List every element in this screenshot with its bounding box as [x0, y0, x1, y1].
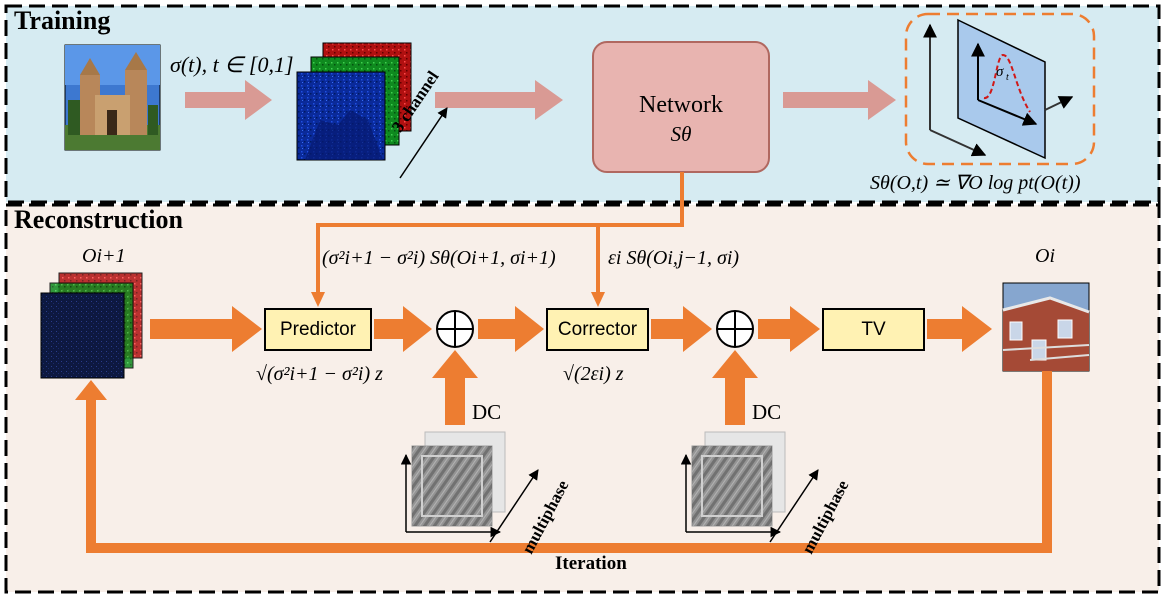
network-title: Network [639, 92, 723, 118]
dc-label-2: DC [752, 400, 782, 424]
flow-arrow-corrector-sum [651, 306, 712, 352]
flow-arrow-sum-tv [758, 306, 820, 352]
channel-arrow [399, 107, 448, 179]
flow-arrow-input-predictor [150, 306, 262, 352]
sum-node-1 [436, 310, 474, 348]
corrector-box: Corrector [546, 308, 649, 351]
flow-arrow-tv-output [927, 306, 992, 352]
input-label: Oi+1 [82, 245, 126, 267]
reconstruction-section-title: Reconstruction [14, 205, 183, 234]
reconstruction-panel [4, 203, 1161, 594]
network-symbol: Sθ [670, 122, 692, 146]
svg-text:t: t [1006, 72, 1009, 83]
flow-arrow-predictor-sum [374, 306, 432, 352]
iteration-loop [86, 371, 1052, 553]
corrector-term: εi Sθ(Oi,j−1, σi) [608, 247, 740, 269]
pink-arrow-1 [185, 80, 272, 120]
predictor-noise: √(σ²i+1 − σ²i) z [256, 363, 383, 385]
sum-node-2 [716, 310, 754, 348]
dc-arrow-1 [432, 350, 478, 425]
church-photo [64, 44, 161, 151]
noisy-channel-stack [296, 42, 412, 161]
dc-label-1: DC [472, 400, 502, 424]
output-label: Oi [1035, 245, 1055, 267]
multiphase-stack-1 [400, 431, 539, 543]
score-equation: Sθ(O,t) ≃ ∇O log pt(O(t)) [870, 172, 1081, 194]
input-noisy-stack [40, 272, 143, 379]
sigma-time-label: σ(t), t ∈ [0,1] [170, 52, 294, 77]
tv-box: TV [822, 308, 925, 351]
score-illustration: σ t [923, 18, 1074, 160]
training-section-title: Training [14, 6, 111, 35]
corrector-noise: √(2εi) z [563, 363, 624, 385]
predictor-term: (σ²i+1 − σ²i) Sθ(Oi+1, σi+1) [322, 247, 556, 269]
house-photo [1002, 282, 1090, 372]
svg-text:σ: σ [996, 64, 1004, 80]
network-to-predictor-line [316, 172, 684, 296]
dc-arrow-2 [712, 350, 758, 425]
score-illustration-frame [904, 12, 1096, 166]
pink-arrow-3 [783, 80, 896, 120]
flow-arrow-sum-corrector [478, 306, 544, 352]
iteration-label: Iteration [555, 553, 627, 574]
multiphase-stack-2 [680, 431, 819, 543]
predictor-box: Predictor [264, 308, 372, 351]
pink-arrow-2 [435, 80, 563, 120]
